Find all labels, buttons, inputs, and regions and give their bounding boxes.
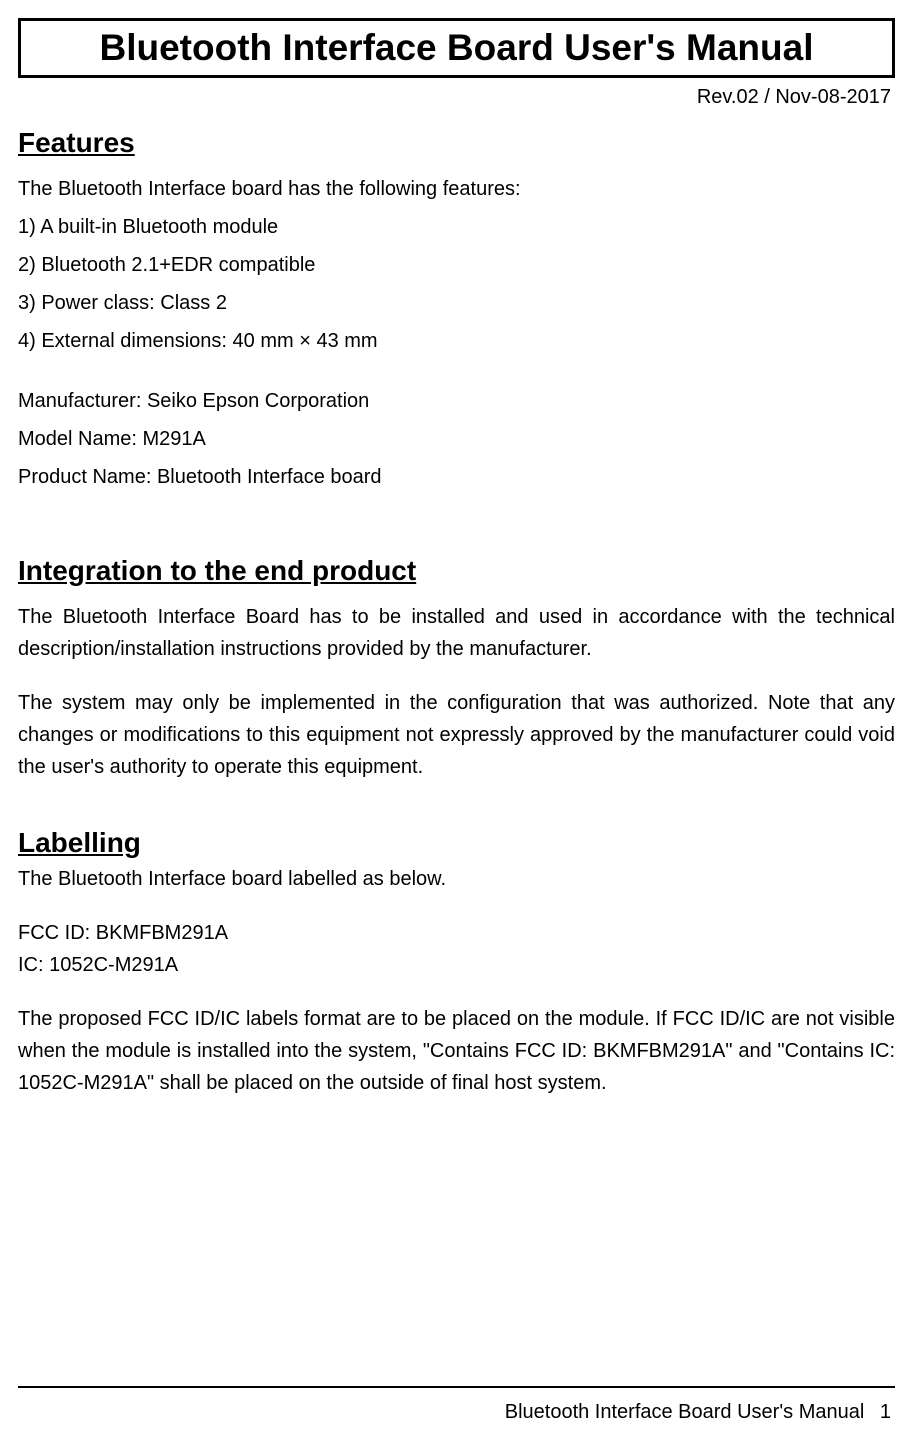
main-title: Bluetooth Interface Board User's Manual	[31, 27, 882, 69]
fcc-id-line: FCC ID: BKMFBM291A	[18, 917, 895, 949]
integration-heading: Integration to the end product	[18, 555, 895, 587]
integration-content: The Bluetooth Interface Board has to be …	[18, 601, 895, 783]
integration-para-1: The Bluetooth Interface Board has to be …	[18, 601, 895, 665]
integration-para-2: The system may only be implemented in th…	[18, 687, 895, 783]
features-content: The Bluetooth Interface board has the fo…	[18, 173, 895, 493]
footer-rule	[18, 1386, 895, 1388]
manufacturer-line: Manufacturer: Seiko Epson Corporation	[18, 385, 895, 417]
features-heading: Features	[18, 127, 895, 159]
product-line: Product Name: Bluetooth Interface board	[18, 461, 895, 493]
footer-title: Bluetooth Interface Board User's Manual	[505, 1401, 865, 1423]
footer: Bluetooth Interface Board User's Manual …	[505, 1401, 891, 1424]
labelling-note: The proposed FCC ID/IC labels format are…	[18, 1003, 895, 1099]
feature-item-2: 2) Bluetooth 2.1+EDR compatible	[18, 249, 895, 281]
model-line: Model Name: M291A	[18, 423, 895, 455]
revision-date: Rev.02 / Nov-08-2017	[18, 86, 895, 109]
features-intro: The Bluetooth Interface board has the fo…	[18, 173, 895, 205]
page-number: 1	[880, 1401, 891, 1423]
feature-item-3: 3) Power class: Class 2	[18, 287, 895, 319]
feature-item-1: 1) A built-in Bluetooth module	[18, 211, 895, 243]
ic-line: IC: 1052C-M291A	[18, 949, 895, 981]
labelling-content: The Bluetooth Interface board labelled a…	[18, 863, 895, 1099]
labelling-heading: Labelling	[18, 827, 895, 859]
feature-item-4: 4) External dimensions: 40 mm × 43 mm	[18, 325, 895, 357]
labelling-intro: The Bluetooth Interface board labelled a…	[18, 863, 895, 895]
title-box: Bluetooth Interface Board User's Manual	[18, 18, 895, 78]
